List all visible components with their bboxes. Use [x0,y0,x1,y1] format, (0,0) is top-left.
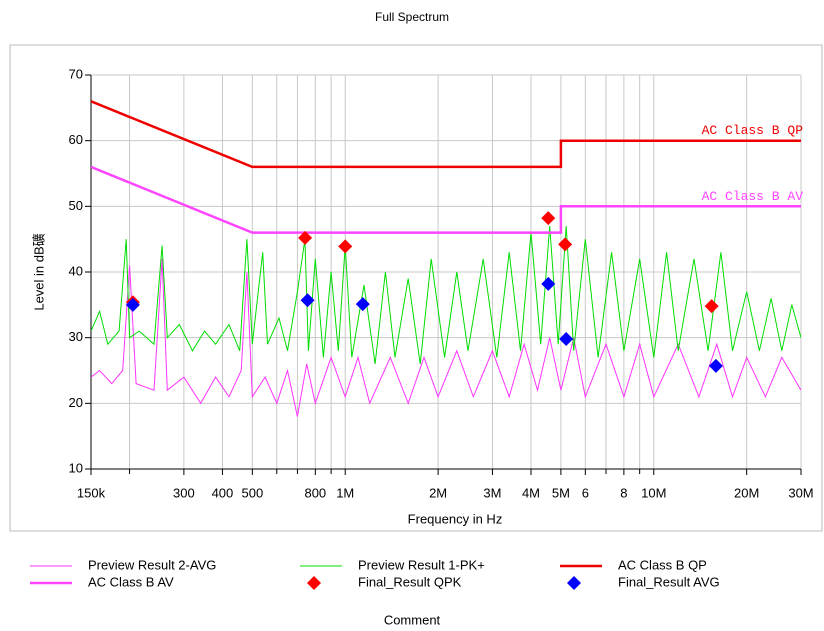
line-label: AC Class B AV [702,189,804,204]
x-tick-label: 300 [173,485,195,500]
y-tick-label: 20 [69,395,83,410]
x-tick-label: 30M [788,485,813,500]
marker [355,297,370,312]
marker [298,230,313,245]
y-tick-label: 60 [69,132,83,147]
x-tick-label: 5M [552,485,570,500]
legend-label: AC Class B QP [618,557,707,572]
marker [559,331,574,346]
series-line [91,165,801,234]
legend-label: AC Class B AV [88,574,174,589]
marker [704,299,719,314]
x-tick-label: 6 [582,485,589,500]
y-tick-label: 70 [69,66,83,81]
footer: Comment [384,612,441,627]
marker [558,237,573,252]
y-tick-label: 10 [69,460,83,475]
marker [708,358,723,373]
x-tick-label: 4M [522,485,540,500]
chart-title: Full Spectrum [375,10,449,24]
y-axis-label: Level in dB礦 [31,233,46,310]
x-axis-label: Frequency in Hz [408,511,503,526]
legend-label: Preview Result 1-PK+ [358,557,485,572]
marker [541,211,556,226]
legend-label: Preview Result 2-AVG [88,557,216,572]
y-tick-label: 50 [69,198,83,213]
series-line [91,225,801,364]
x-tick-label: 800 [304,485,326,500]
x-tick-label: 8 [620,485,627,500]
marker [541,276,556,291]
series-line [91,100,801,169]
series-line [91,258,801,417]
x-tick-label: 400 [212,485,234,500]
line-label: AC Class B QP [702,123,804,138]
marker [300,293,315,308]
x-tick-label: 20M [734,485,759,500]
x-tick-label: 500 [241,485,263,500]
x-tick-label: 2M [429,485,447,500]
legend-label: Final_Result QPK [358,574,462,589]
marker [125,297,140,312]
y-tick-label: 30 [69,329,83,344]
x-tick-label: 150k [77,485,106,500]
y-tick-label: 40 [69,263,83,278]
x-tick-label: 3M [483,485,501,500]
marker [338,239,353,254]
legend-swatch [307,576,321,590]
x-tick-label: 10M [641,485,666,500]
legend-swatch [567,576,581,590]
legend-label: Final_Result AVG [618,574,720,589]
x-tick-label: 1M [336,485,354,500]
